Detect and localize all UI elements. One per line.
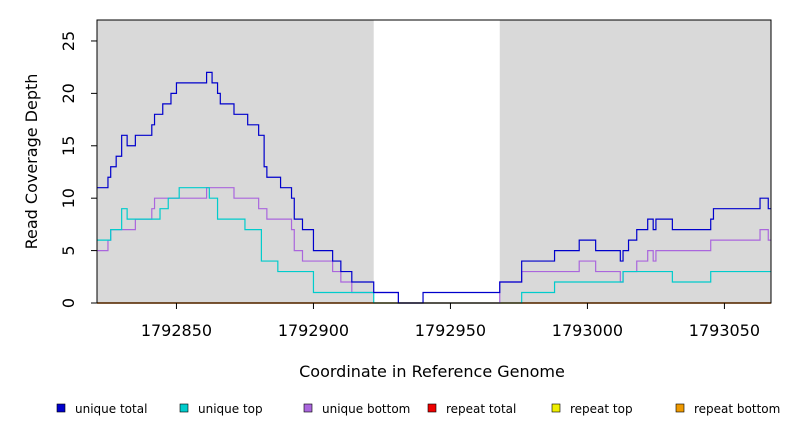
x-tick-label: 1792900 (278, 321, 349, 340)
series-line-unique-total (97, 71, 771, 304)
shaded-region (499, 20, 771, 303)
y-tick-label: 15 (59, 136, 78, 156)
x-tick-label: 1793000 (552, 321, 623, 340)
legend-label: unique total (75, 402, 147, 416)
legend: unique total unique top unique bottom repea… (56, 402, 780, 416)
shaded-region (97, 20, 374, 303)
plot-frame (96, 19, 772, 304)
y-tick-label: 10 (59, 188, 78, 208)
y-axis-title: Read Coverage Depth (22, 74, 41, 250)
y-tick-label: 5 (59, 245, 78, 255)
x-tick-label: 1792850 (141, 321, 212, 340)
legend-label: unique bottom (322, 402, 410, 416)
legend-swatch (303, 403, 313, 413)
legend-label: unique top (198, 402, 263, 416)
legend-label: repeat total (446, 402, 516, 416)
x-tick-label: 1793050 (689, 321, 760, 340)
legend-swatch (551, 403, 561, 413)
legend-swatch (427, 403, 437, 413)
y-axis: 0 5 10 15 20 25 (59, 31, 97, 308)
series-line-unique-top (97, 187, 771, 304)
x-tick-label: 1792950 (415, 321, 486, 340)
y-tick-label: 0 (59, 298, 78, 308)
legend-swatch (56, 403, 66, 413)
y-tick-label: 25 (59, 31, 78, 51)
y-tick-label: 20 (59, 83, 78, 103)
shaded-regions (97, 20, 771, 303)
x-axis: 1792850 1792900 1792950 1793000 1793050 (141, 303, 760, 340)
legend-swatch (179, 403, 189, 413)
legend-label: repeat bottom (694, 402, 780, 416)
legend-swatch (675, 403, 685, 413)
legend-label: repeat top (570, 402, 633, 416)
x-axis-title: Coordinate in Reference Genome (299, 362, 565, 381)
